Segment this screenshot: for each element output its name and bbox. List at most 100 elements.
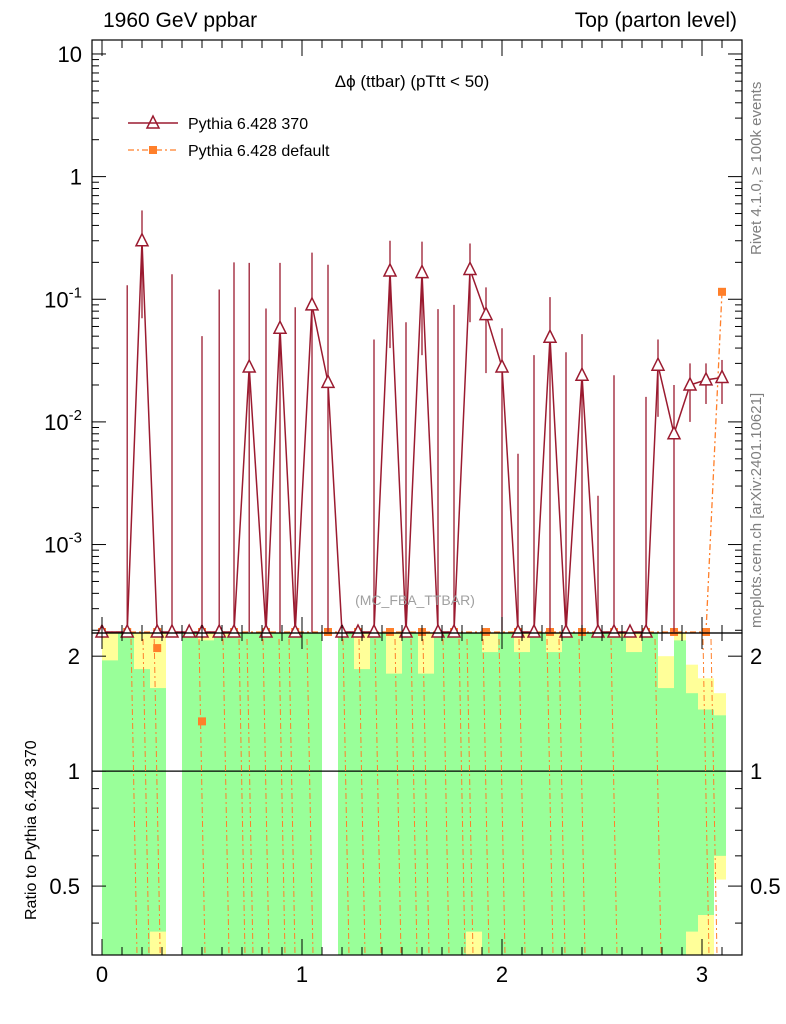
ratio-band-green (546, 652, 562, 955)
ratio-series2-drop (710, 638, 718, 956)
ratio-series2-drop (498, 638, 506, 956)
series1-point (320, 373, 336, 389)
series1-point (682, 376, 698, 391)
ratio-series2-drop (374, 638, 382, 956)
series2-point (718, 287, 726, 296)
series1-point (241, 358, 257, 373)
x-tick-label: 2 (496, 962, 508, 987)
ratio-y-tick-label-right: 0.5 (750, 874, 781, 899)
ratio-band-green (658, 688, 674, 955)
ratio-point-series2 (198, 717, 206, 726)
series1-point (211, 623, 227, 638)
ratio-band-green (402, 633, 418, 955)
ratio-series2-drop (578, 638, 586, 956)
ratio-series2-drop (466, 638, 474, 956)
ratio-series2-drop (306, 638, 314, 956)
ratio-series2-drop (238, 638, 246, 956)
analysis-label: (MC_FBA_TTBAR) (355, 592, 475, 608)
series1-point (510, 623, 526, 638)
ratio-band-green (134, 669, 150, 955)
ratio-y-tick-label-left: 1 (68, 759, 80, 784)
ratio-band-green (434, 633, 450, 955)
series1-point (181, 623, 197, 638)
ratio-series2-drop (410, 638, 418, 956)
ratio-band-green (530, 633, 546, 955)
ratio-series2-drop (358, 638, 366, 956)
series1-point (272, 319, 288, 335)
ratio-band-green (214, 636, 230, 955)
x-tick-label: 0 (96, 962, 108, 987)
ratio-band-green (450, 633, 466, 955)
series1-point (714, 368, 730, 384)
main-y-tick-exponent: -1 (69, 284, 82, 301)
ratio-series2-drop (422, 638, 430, 956)
ratio-band-green (498, 633, 514, 955)
main-y-tick-exponent: -2 (69, 407, 82, 424)
series1-point (366, 623, 382, 638)
ratio-band-green (102, 660, 118, 955)
ratio-band-green (626, 652, 642, 955)
series1-point (134, 232, 150, 247)
series1-point (350, 623, 366, 638)
series1-point (258, 623, 274, 638)
ratio-y-tick-label-left: 0.5 (49, 874, 80, 899)
ratio-band-green (594, 633, 610, 955)
main-y-tick-exponent: -3 (69, 530, 82, 547)
series1-point (478, 305, 494, 321)
series1-point (558, 623, 574, 638)
ratio-band-green (466, 633, 482, 932)
ratio-band-green (118, 633, 134, 955)
ratio-series2-drop (610, 638, 618, 956)
main-y-tick-label: 10 (58, 42, 82, 67)
series2-point (482, 628, 490, 636)
series1-point (638, 623, 654, 638)
legend-label-series1: Pythia 6.428 370 (188, 116, 308, 133)
ratio-y-tick-label-right: 2 (750, 644, 762, 669)
series1-point (494, 358, 510, 373)
series1-point (382, 262, 398, 277)
series1-point (287, 623, 303, 638)
ratio-point-series2 (153, 644, 162, 653)
mcplots-label: mcplots.cern.ch [arXiv:2401.10621] (748, 393, 765, 628)
main-y-tick-label: 10-3 (44, 530, 82, 558)
ratio-series2-drop (246, 638, 254, 956)
legend-marker-series2 (149, 146, 157, 154)
ratio-band-green (150, 688, 166, 932)
ratio-series2-drop (222, 638, 230, 956)
series1-point (446, 623, 462, 638)
ratio-series2-drop (262, 638, 270, 956)
plot-title: Δϕ (ttbar) (pTtt < 50) (335, 72, 490, 91)
ratio-series2-drop (130, 638, 138, 956)
series1-point (164, 623, 180, 638)
ratio-series2-drop (546, 638, 554, 956)
main-y-tick-label: 10-2 (44, 407, 82, 435)
ratio-band-green (674, 640, 686, 955)
ratio-series2-drop (278, 638, 286, 956)
series1-point (666, 425, 682, 440)
ratio-series2-drop (458, 638, 466, 956)
ratio-series2-drop (518, 638, 526, 956)
ratio-band-green (182, 633, 198, 955)
x-tick-label: 1 (296, 962, 308, 987)
ratio-plot-frame (91, 632, 743, 956)
ratio-series2-drop (342, 638, 350, 956)
ratio-series2-drop (442, 638, 450, 956)
header-right: Top (parton level) (575, 9, 737, 32)
series1-point (462, 260, 478, 276)
ratio-series2-drop (394, 638, 402, 956)
ratio-series2-drop (142, 638, 150, 956)
ratio-band-green (610, 636, 626, 955)
series1-line (102, 240, 723, 633)
legend-marker-series1 (145, 114, 161, 129)
ratio-series2-drop (702, 638, 710, 956)
series1-point (398, 623, 414, 638)
ratio-series2-drop (558, 638, 566, 956)
ratio-band-green (562, 633, 594, 955)
x-tick-label: 3 (696, 962, 708, 987)
series1-point (698, 371, 714, 386)
legend-label-series2: Pythia 6.428 default (188, 143, 330, 160)
series1-point (226, 623, 242, 638)
series1-point (304, 296, 320, 311)
ratio-band-green (686, 693, 698, 932)
